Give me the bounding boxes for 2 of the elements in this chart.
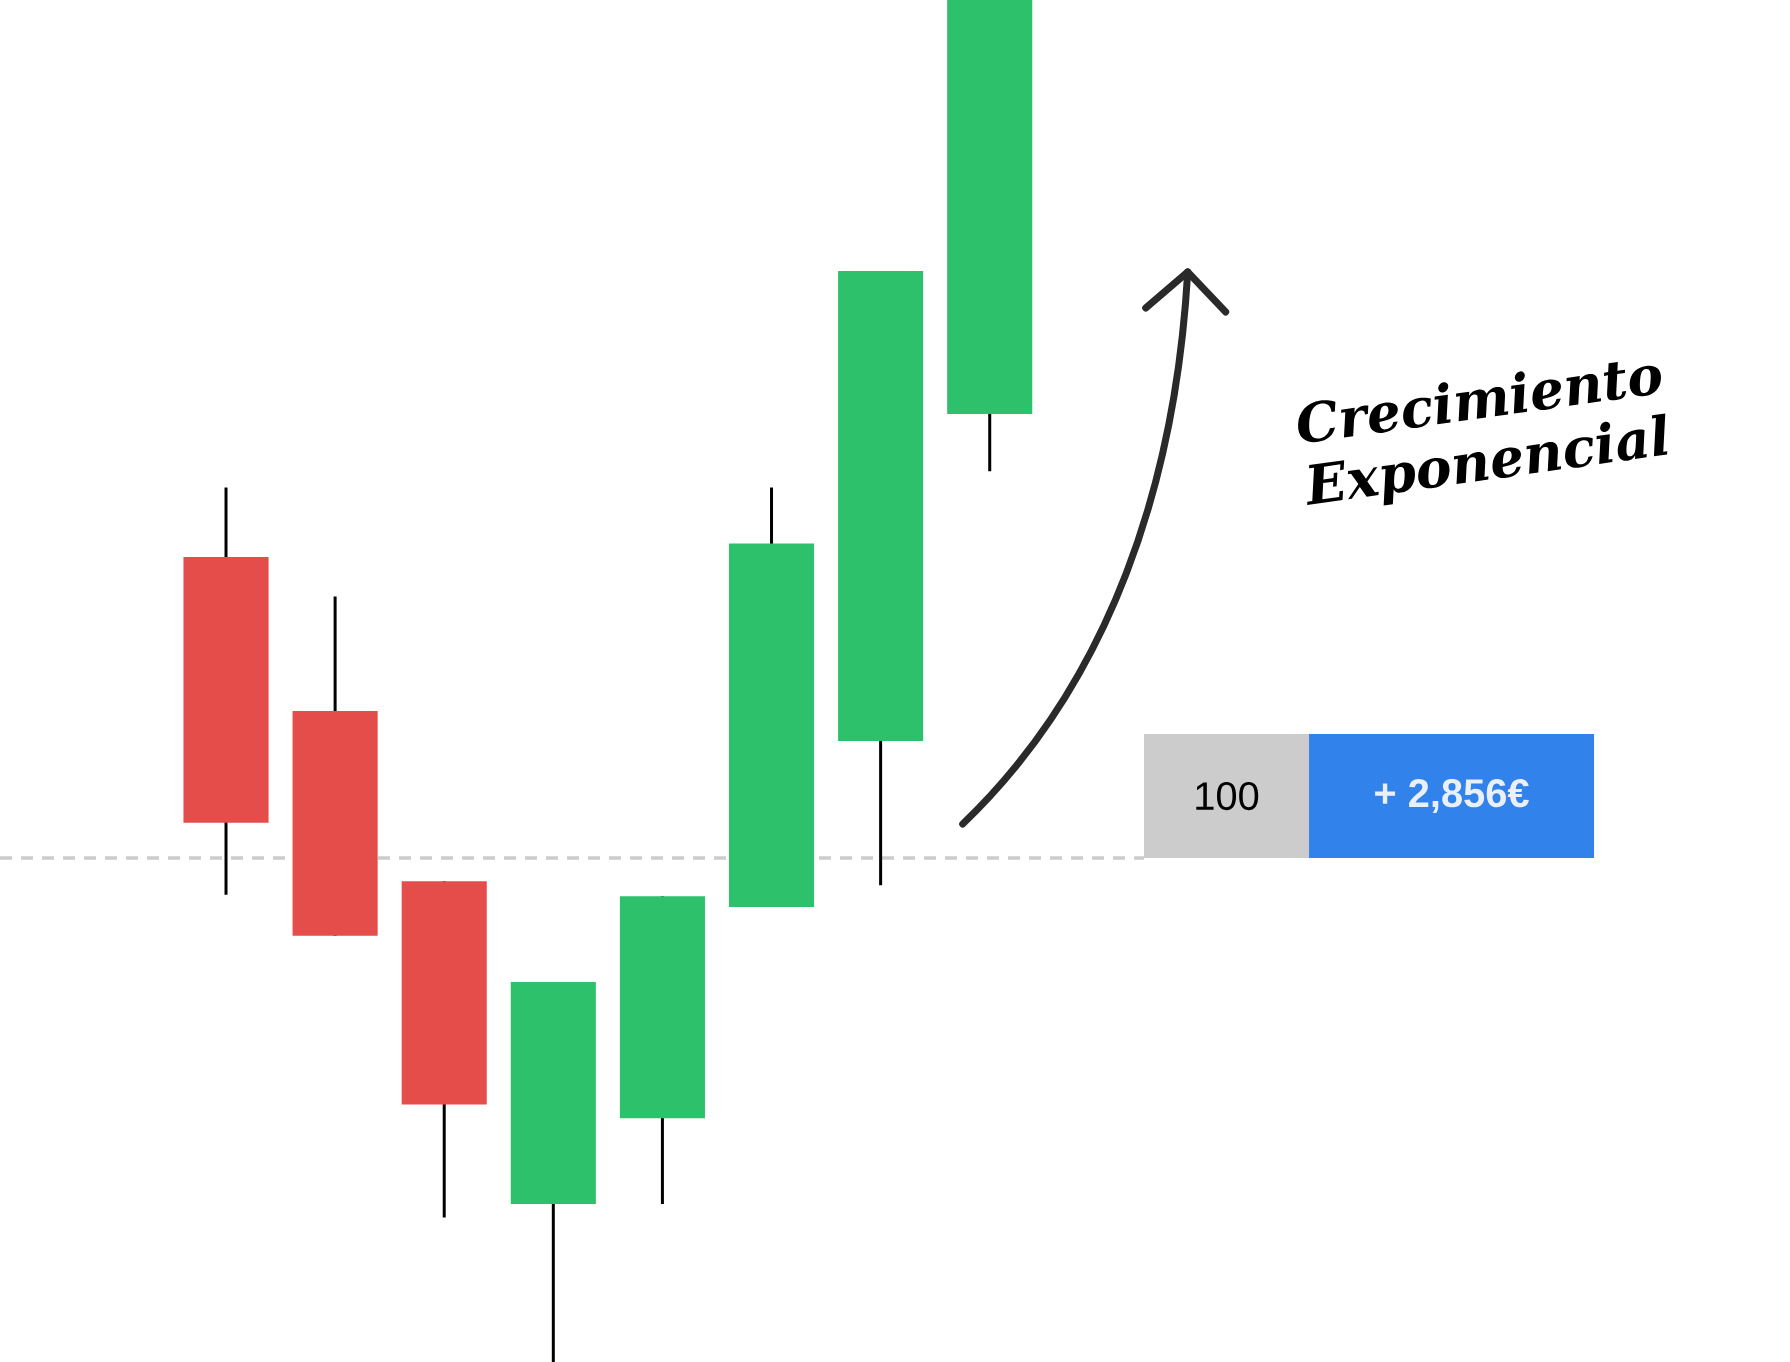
text: 100 <box>1196 781 1259 811</box>
text: + 2,856€ <box>1375 779 1529 814</box>
